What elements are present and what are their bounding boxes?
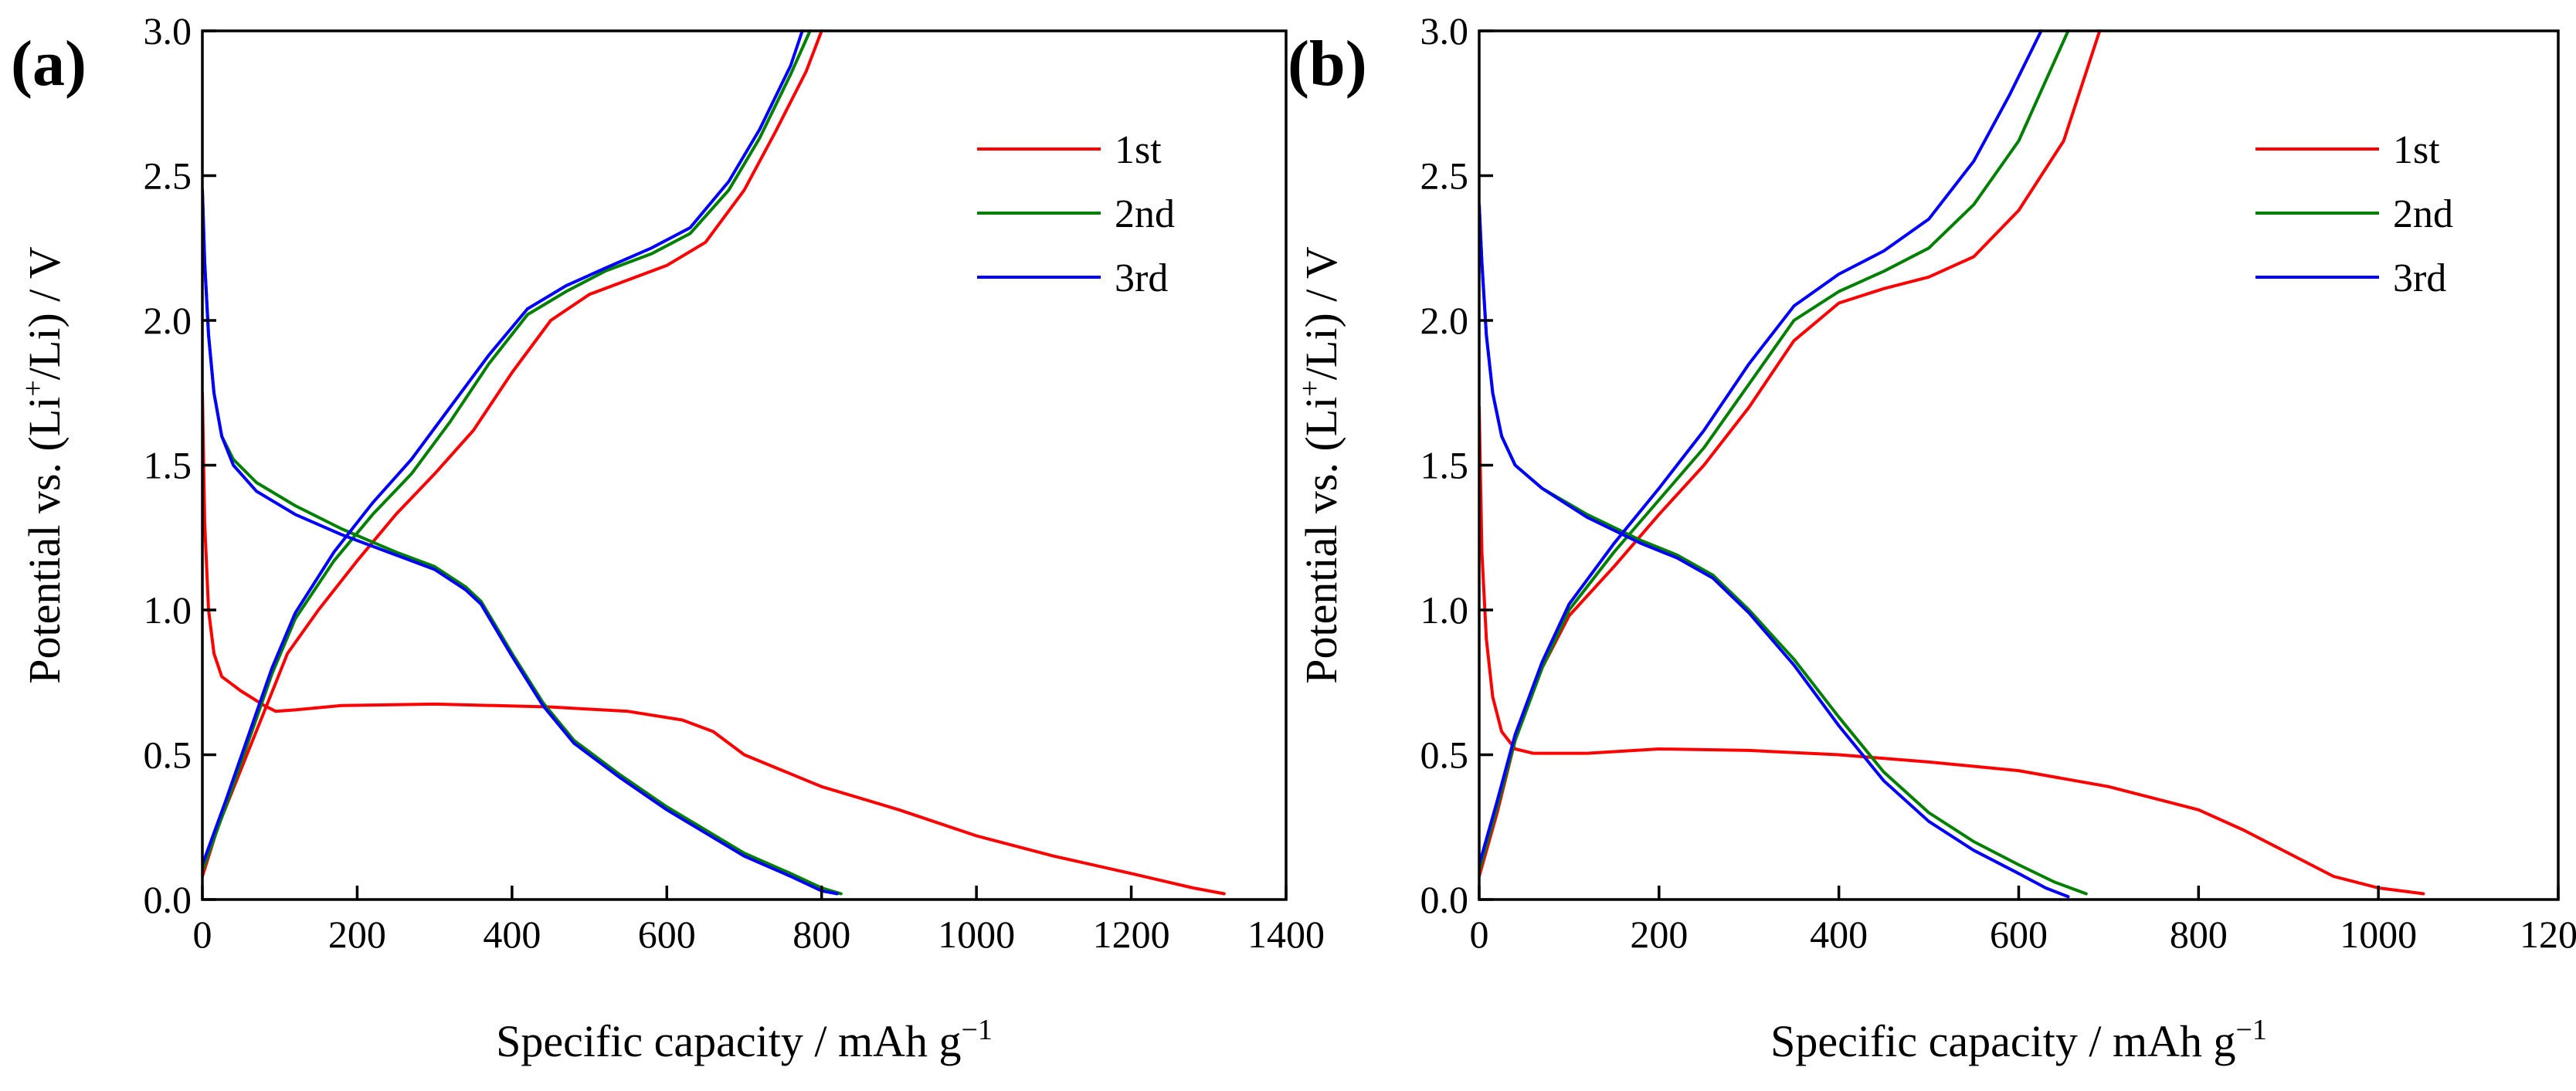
series-3rd-charge-curve-b xyxy=(1479,29,2043,866)
series-2nd-charge-curve-b xyxy=(1479,29,2070,872)
panel-a: 0 200 400 600 800 1000 1200 1400 0.0 0.5 1.0 1.5 2.0… xyxy=(11,9,1325,1066)
y-axis-title-text: /Li) / V xyxy=(1296,246,1346,380)
y-tick-label-a: 1.0 xyxy=(144,588,192,632)
series-1st-charge-curve-a xyxy=(202,29,823,878)
x-axis-title-a: Specific capacity / mAh g−1 xyxy=(496,1014,993,1066)
series-1st-discharge-curve-b xyxy=(1479,405,2425,896)
x-tick-label-a: 0 xyxy=(193,913,212,956)
y-tick-label-a: 0.0 xyxy=(144,878,192,921)
x-axis-title-superscript: −1 xyxy=(961,1014,992,1046)
legend-label-1st-b: 1st xyxy=(2393,128,2440,172)
x-tick-label-a: 200 xyxy=(328,913,386,956)
x-tick-label-b: 1200 xyxy=(2520,913,2576,956)
x-tick-label-b: 400 xyxy=(1810,913,1868,956)
legend-label-3rd-b: 3rd xyxy=(2393,256,2446,300)
y-tick-label-b: 1.5 xyxy=(1420,444,1469,487)
y-axis-title-superscript: + xyxy=(1294,380,1326,396)
y-axis-title-text: /Li) / V xyxy=(19,246,70,380)
x-tick-label-b: 800 xyxy=(2170,913,2228,956)
y-tick-label-a: 1.5 xyxy=(144,444,192,487)
series-3rd-charge-curve-a xyxy=(202,29,804,866)
y-tick-label-a: 3.0 xyxy=(144,9,192,53)
y-tick-label-b: 2.0 xyxy=(1420,299,1469,342)
x-tick-label-b: 0 xyxy=(1470,913,1489,956)
x-axis-title-text: Specific capacity / mAh g xyxy=(496,1016,961,1066)
y-tick-label-a: 2.0 xyxy=(144,299,192,342)
y-axis-title-a: Potential vs. (Li+/Li) / V xyxy=(17,246,70,684)
panel-label-a: (a) xyxy=(11,28,87,100)
y-axis-title-superscript: + xyxy=(17,380,49,396)
y-axis-title-text: Potential vs. (Li xyxy=(1296,397,1346,684)
x-tick-label-b: 1000 xyxy=(2340,913,2417,956)
y-axis-title-text: Potential vs. (Li xyxy=(19,397,70,684)
y-tick-label-b: 0.0 xyxy=(1420,878,1469,921)
series-2nd-charge-curve-a xyxy=(202,29,812,872)
x-tick-label-a: 800 xyxy=(792,913,850,956)
x-tick-label-a: 400 xyxy=(483,913,541,956)
x-tick-label-b: 600 xyxy=(1990,913,2048,956)
x-tick-label-b: 200 xyxy=(1630,913,1688,956)
series-3rd-discharge-curve-b xyxy=(1479,203,2070,899)
y-tick-label-a: 0.5 xyxy=(144,734,192,777)
series-3rd-discharge-curve-a xyxy=(202,188,839,896)
legend-label-2nd-b: 2nd xyxy=(2393,192,2453,236)
series-1st-discharge-curve-a xyxy=(202,391,1226,896)
panel-b: 0 200 400 600 800 1000 1200 0.0 0.5 1.0 1.5 2.0 2.5 3… xyxy=(1288,9,2576,1066)
x-tick-label-a: 600 xyxy=(638,913,696,956)
x-axis-title-superscript: −1 xyxy=(2235,1014,2266,1046)
x-tick-label-a: 1000 xyxy=(938,913,1015,956)
legend-label-1st-a: 1st xyxy=(1115,128,1162,172)
x-axis-title-b: Specific capacity / mAh g−1 xyxy=(1770,1014,2267,1066)
legend-label-2nd-a: 2nd xyxy=(1115,192,1175,236)
y-tick-label-b: 2.5 xyxy=(1420,154,1469,198)
x-tick-label-a: 1200 xyxy=(1093,913,1170,956)
x-tick-label-a: 1400 xyxy=(1247,913,1325,956)
y-tick-label-b: 0.5 xyxy=(1420,734,1469,777)
legend-label-3rd-a: 3rd xyxy=(1115,256,1168,300)
y-tick-label-a: 2.5 xyxy=(144,154,192,198)
panel-label-b: (b) xyxy=(1288,28,1367,100)
curves-b xyxy=(1479,29,2425,899)
y-tick-label-b: 1.0 xyxy=(1420,588,1469,632)
y-tick-label-b: 3.0 xyxy=(1420,9,1469,53)
y-axis-title-b: Potential vs. (Li+/Li) / V xyxy=(1294,246,1346,684)
curves-a xyxy=(202,29,1226,896)
x-axis-title-text: Specific capacity / mAh g xyxy=(1770,1016,2235,1066)
